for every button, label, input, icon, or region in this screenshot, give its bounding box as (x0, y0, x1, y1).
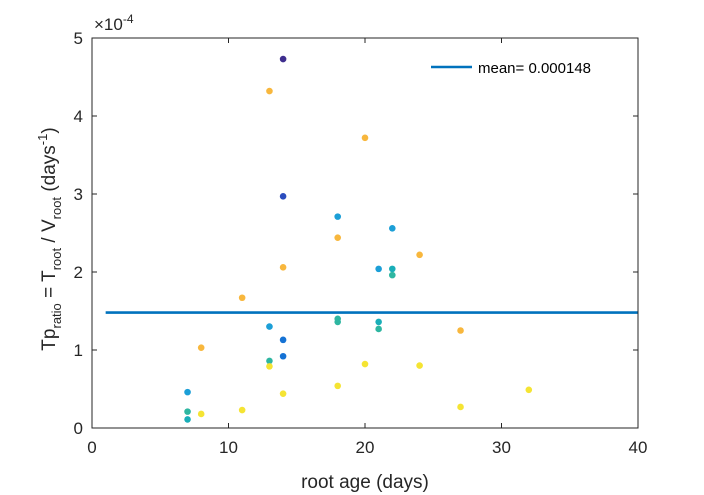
data-point (334, 234, 342, 241)
data-point (525, 386, 533, 394)
data-point (375, 265, 382, 273)
data-point (389, 271, 396, 279)
x-tick-label: 20 (356, 438, 375, 457)
data-point (197, 344, 205, 351)
data-point (279, 193, 287, 200)
data-point (279, 55, 287, 63)
y-tick-label: 2 (74, 263, 83, 282)
data-point (375, 318, 382, 326)
y-tick-label: 5 (74, 29, 83, 48)
data-point (238, 406, 246, 414)
data-point (389, 225, 396, 232)
y-tick-label: 4 (74, 107, 83, 126)
y-exponent-label: ×10-4 (94, 12, 134, 34)
x-tick-label: 40 (629, 438, 648, 457)
data-point (416, 362, 423, 369)
data-point (266, 87, 273, 95)
data-point (279, 390, 287, 397)
y-tick-label: 1 (74, 341, 83, 360)
axes: 0 10 20 30 40 0 1 2 3 4 5 (74, 29, 648, 457)
x-tick-label: 0 (87, 438, 96, 457)
data-point (197, 410, 205, 418)
y-tick-label: 0 (74, 419, 83, 438)
data-point (266, 357, 273, 365)
data-point (184, 416, 191, 423)
data-point (361, 134, 369, 142)
data-point (279, 352, 287, 360)
x-tick-label: 30 (492, 438, 511, 457)
data-point (266, 363, 273, 370)
data-point (266, 323, 273, 330)
data-points (184, 55, 533, 423)
data-point (457, 403, 464, 411)
legend-label: mean= 0.000148 (478, 60, 591, 77)
data-point (416, 251, 423, 259)
data-point (184, 388, 191, 396)
y-axis-label: Tpratio = Troot / Vroot (days-1) (35, 127, 64, 350)
data-point (334, 382, 342, 390)
data-point (184, 408, 191, 415)
data-point (334, 318, 342, 326)
y-tick-label: 3 (74, 185, 83, 204)
data-point (334, 213, 342, 220)
x-axis-label: root age (days) (301, 472, 429, 493)
x-tick-label: 10 (219, 438, 238, 457)
data-point (457, 327, 464, 334)
data-point (279, 336, 287, 344)
plot-area (92, 38, 638, 428)
data-point (238, 294, 246, 302)
data-point (361, 360, 369, 368)
data-point (389, 265, 396, 273)
legend: mean= 0.000148 (424, 52, 630, 84)
data-point (279, 264, 287, 271)
data-point (375, 325, 382, 333)
